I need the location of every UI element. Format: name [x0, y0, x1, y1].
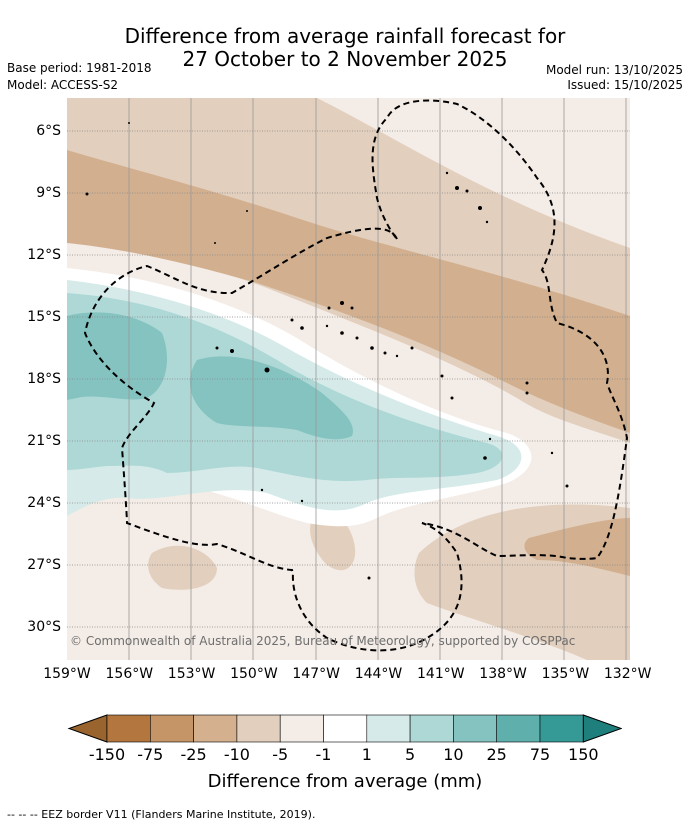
lon-label: 147°W	[292, 666, 340, 682]
colorbar-segment	[236, 714, 281, 743]
shade-south-patch-3	[310, 512, 356, 571]
colorbar-tick-label: 25	[486, 745, 507, 764]
model-name: Model: ACCESS-S2	[7, 78, 119, 92]
colorbar-extend-low	[67, 714, 108, 743]
lat-label: 18°S	[27, 371, 61, 387]
colorbar-segment	[323, 714, 368, 743]
gridlines	[67, 98, 630, 660]
colorbar-tick-label: -25	[180, 745, 207, 764]
islands	[85, 122, 569, 580]
lat-label: 24°S	[27, 495, 61, 511]
colorbar-tick-label: -10	[223, 745, 250, 764]
colorbar-tick-label: 75	[529, 745, 551, 764]
colorbar-segment	[453, 714, 497, 743]
lon-label: 141°W	[417, 666, 465, 682]
shade-south-patch-2	[524, 518, 630, 576]
colorbar-segment	[539, 714, 584, 743]
lon-label: 153°W	[167, 666, 216, 682]
colorbar-segment	[366, 714, 411, 743]
lat-label: 30°S	[27, 619, 61, 635]
colorbar-segment	[496, 714, 541, 743]
eez-border	[83, 99, 629, 652]
shade-plus10-to-plus25-west	[67, 312, 167, 400]
issued-date: Issued: 15/10/2025	[567, 78, 683, 92]
lon-label: 138°W	[479, 666, 527, 682]
colorbar-tick-label: 5	[405, 745, 416, 764]
colorbar-segment	[193, 714, 238, 743]
eez-legend: -- -- -- EEZ border V11 (Flanders Marine…	[7, 808, 316, 821]
title-line-2: 27 October to 2 November 2025	[182, 47, 508, 71]
colorbar-segment	[409, 714, 454, 743]
colorbar-extend-high	[582, 714, 622, 743]
lon-label: 144°W	[354, 666, 403, 682]
colorbar-tick-label: 150	[568, 745, 599, 764]
shade-minus10-to-minus25	[67, 150, 630, 433]
colorbar-segment	[106, 714, 151, 743]
colorbar-tick-label: 1	[361, 745, 372, 764]
lat-label: 12°S	[27, 247, 61, 263]
colorbar-tick-label: -1	[315, 745, 332, 764]
colorbar-tick-label: -5	[272, 745, 289, 764]
shade-plus10-to-plus25-central	[189, 356, 353, 440]
colorbar-segment	[279, 714, 324, 743]
base-period: Base period: 1981-2018	[7, 61, 152, 75]
colorbar-segment	[150, 714, 194, 743]
colorbar	[67, 714, 622, 743]
colorbar-title: Difference from average (mm)	[207, 771, 483, 792]
lon-label: 150°W	[230, 666, 278, 682]
shade-south-patch-4	[148, 545, 217, 590]
lon-label: 159°W	[43, 666, 91, 682]
colorbar-tick-label: 10	[443, 745, 464, 764]
lon-label: 135°W	[541, 666, 590, 682]
lon-label: 132°W	[603, 666, 652, 682]
model-run: Model run: 13/10/2025	[545, 63, 683, 77]
lat-label: 9°S	[36, 185, 61, 201]
colorbar-tick-label: -75	[137, 745, 164, 764]
lon-label: 156°W	[105, 666, 154, 682]
lat-label: 15°S	[27, 309, 61, 325]
copyright-notice: © Commonwealth of Australia 2025, Bureau…	[70, 634, 576, 648]
lat-label: 6°S	[36, 123, 61, 139]
title-line-1: Difference from average rainfall forecas…	[124, 24, 566, 48]
colorbar-tick-label: -150	[88, 745, 126, 764]
rainfall-map	[67, 98, 630, 660]
lat-label: 21°S	[27, 433, 61, 449]
lat-label: 27°S	[27, 557, 61, 573]
